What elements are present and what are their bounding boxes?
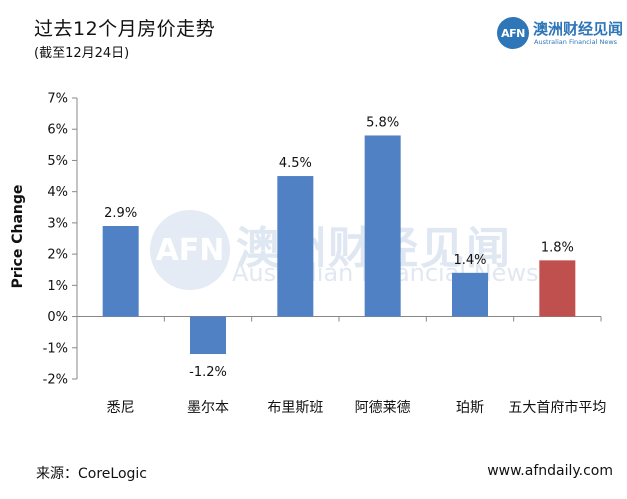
logo-name-cn: 澳洲财经见闻: [533, 20, 624, 38]
bar: [277, 176, 314, 317]
x-tick-label: 珀斯: [456, 400, 484, 416]
data-label: 1.4%: [453, 253, 486, 268]
website-url: www.afndaily.com: [487, 463, 613, 479]
x-tick-label: 五大首府市平均: [508, 399, 606, 416]
bar: [102, 226, 139, 317]
y-tick-label: -2%: [43, 373, 68, 388]
chart-title: 过去12个月房价走势: [34, 18, 216, 40]
brand-logo: AFN 澳洲财经见闻 Australian Financial News: [497, 17, 623, 51]
y-tick-label: 3%: [47, 216, 68, 231]
bar: [539, 260, 576, 317]
y-tick-label: 0%: [47, 310, 68, 325]
y-tick-label: 6%: [47, 123, 68, 138]
bar: [452, 272, 488, 317]
x-tick-label: 阿德莱德: [355, 400, 411, 416]
data-label: 2.9%: [104, 206, 137, 221]
y-tick-label: 7%: [47, 92, 68, 107]
y-tick-label: 5%: [47, 154, 68, 169]
bar: [364, 135, 401, 317]
data-label: 4.5%: [279, 156, 312, 171]
y-axis-title: Price Change: [10, 185, 26, 289]
watermark-logo-mark: AFN: [150, 210, 230, 290]
logo-name-en: Australian Financial News: [534, 38, 618, 46]
y-tick-label: -1%: [43, 341, 68, 356]
data-label: -1.2%: [189, 365, 227, 380]
x-tick-label: 布里斯班: [267, 400, 323, 416]
x-tick-label: 悉尼: [107, 400, 135, 416]
data-label: 1.8%: [541, 240, 574, 255]
y-tick-label: 1%: [47, 279, 68, 294]
y-tick-label: 2%: [47, 248, 68, 263]
x-tick-label: 墨尔本: [187, 400, 229, 416]
data-label: 5.8%: [366, 115, 399, 130]
bar: [190, 316, 226, 355]
source-note: 来源：CoreLogic: [36, 466, 147, 482]
y-tick-label: 4%: [47, 185, 68, 200]
chart-subtitle: (截至12月24日): [34, 46, 130, 61]
logo-mark: AFN: [497, 17, 529, 49]
